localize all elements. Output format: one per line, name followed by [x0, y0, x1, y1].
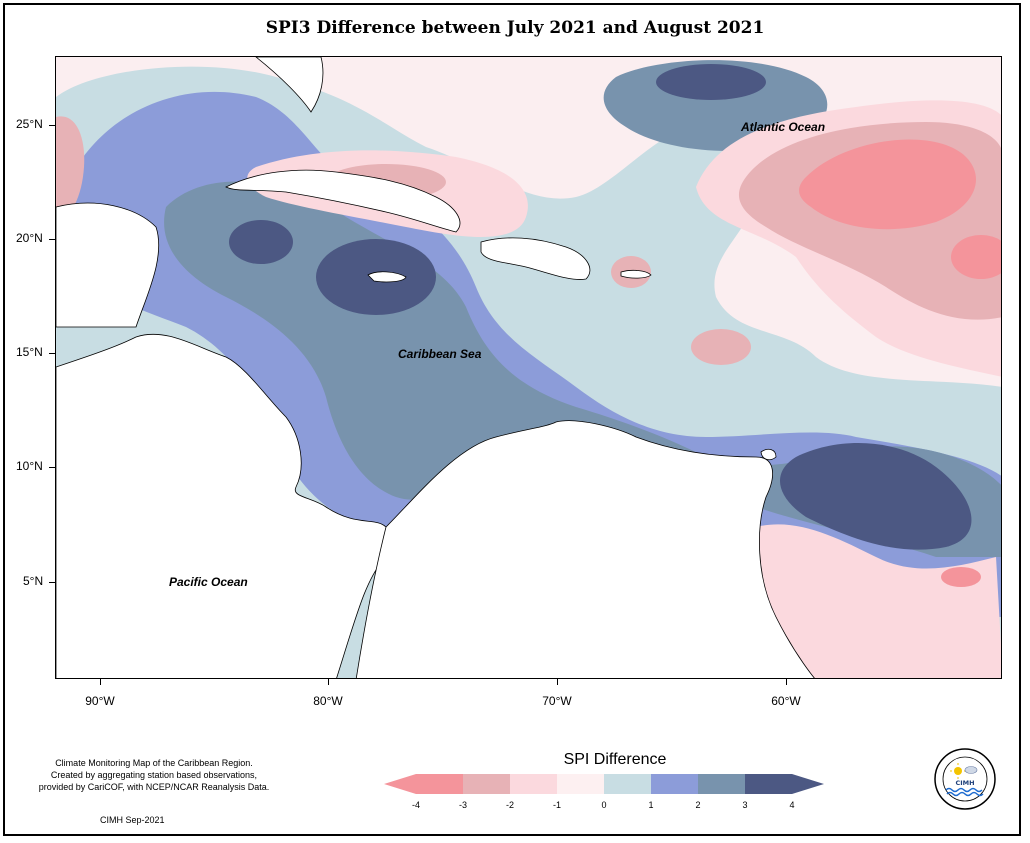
legend-swatch-neg1 — [557, 774, 604, 794]
lat-tick-20n — [49, 239, 55, 240]
contour-level-3-cuba-west — [229, 220, 293, 264]
lat-label-20n: 20°N — [16, 231, 43, 245]
landmass-puerto-rico — [620, 269, 652, 279]
legend-tick-4: 4 — [789, 800, 795, 810]
legend-tick-neg1: -1 — [552, 800, 561, 810]
lat-tick-25n — [49, 125, 55, 126]
legend-swatch-neg3 — [463, 774, 510, 794]
lat-label-10n: 10°N — [16, 459, 43, 473]
lat-label-5n: 5°N — [23, 574, 44, 588]
legend-swatch-0 — [604, 774, 651, 794]
legend-swatch-3 — [745, 774, 792, 794]
footnote-line-2: Created by aggregating station based obs… — [50, 770, 258, 780]
legend-tick-neg4: -4 — [411, 800, 420, 810]
legend-swatch-2 — [698, 774, 745, 794]
map-credit: CIMH Sep-2021 — [100, 815, 165, 825]
lon-label-80w: 80°W — [313, 694, 343, 708]
lon-tick-80w — [328, 679, 329, 685]
label-caribbean-sea: Caribbean Sea — [398, 347, 482, 361]
legend-tick-0: 0 — [601, 800, 607, 810]
contour-neg3-guianas — [941, 567, 981, 587]
label-pacific-ocean: Pacific Ocean — [169, 575, 248, 589]
landmass-trinidad — [760, 448, 777, 461]
lon-tick-60w — [786, 679, 787, 685]
legend-title: SPI Difference — [563, 751, 667, 768]
legend-tick-neg2: -2 — [505, 800, 514, 810]
logo-text: CIMH — [955, 779, 974, 787]
contour-level-3-north — [656, 64, 766, 100]
contour-level-3-east — [779, 443, 972, 550]
label-atlantic-ocean: Atlantic Ocean — [741, 120, 826, 134]
footnote-line-1: Climate Monitoring Map of the Caribbean … — [55, 758, 253, 768]
lon-tick-70w — [557, 679, 558, 685]
contour-neg-guianas — [752, 524, 1001, 678]
legend-swatch-neg2 — [510, 774, 557, 794]
contour-neg3-atlantic — [799, 139, 976, 230]
landmass-florida — [255, 57, 324, 113]
legend-tick-neg3: -3 — [458, 800, 467, 810]
lat-label-15n: 15°N — [16, 345, 43, 359]
legend-swatch-1 — [651, 774, 698, 794]
map-area[interactable]: Atlantic Ocean Caribbean Sea Pacific Oce… — [55, 56, 1002, 679]
contour-neg-west — [56, 116, 85, 227]
footnote-line-3: provided by CariCOF, with NCEP/NCAR Rean… — [38, 782, 270, 792]
landmass-south-america — [355, 420, 815, 678]
legend-arrow-low — [384, 774, 416, 794]
contour-neg-antilles — [691, 329, 751, 365]
lon-tick-90w — [100, 679, 101, 685]
map-description: Climate Monitoring Map of the Caribbean … — [24, 757, 284, 793]
spi-map — [56, 57, 1001, 678]
contour-neg3-east — [951, 235, 1001, 279]
legend-arrow-high — [792, 774, 824, 794]
lat-tick-15n — [49, 353, 55, 354]
legend-swatch-neg4 — [416, 774, 463, 794]
lon-label-90w: 90°W — [85, 694, 115, 708]
landmass-jamaica — [367, 271, 407, 283]
lat-tick-5n — [49, 582, 55, 583]
lon-label-70w: 70°W — [542, 694, 572, 708]
legend-tick-3: 3 — [742, 800, 748, 810]
legend-tick-1: 1 — [648, 800, 654, 810]
lat-label-25n: 25°N — [16, 117, 43, 131]
lon-label-60w: 60°W — [771, 694, 801, 708]
map-title: SPI3 Difference between July 2021 and Au… — [265, 18, 765, 38]
cimh-logo-icon: CIMH — [934, 748, 996, 810]
legend-tick-2: 2 — [695, 800, 701, 810]
lat-tick-10n — [49, 467, 55, 468]
landmass-hispaniola — [480, 237, 591, 280]
landmass-yucatan — [56, 202, 160, 328]
landmass-cuba — [225, 169, 461, 233]
legend-colorbar — [384, 774, 824, 794]
